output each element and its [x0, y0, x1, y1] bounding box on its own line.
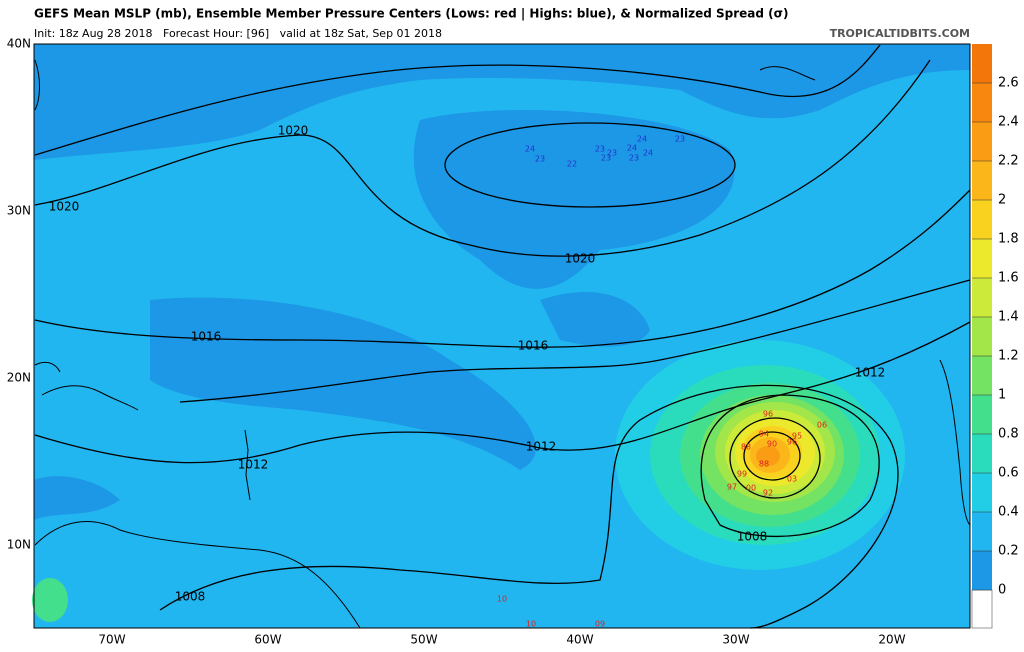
low-center: 94 [759, 430, 769, 439]
isobar-label: 1008 [737, 530, 768, 544]
low-center: 95 [792, 432, 802, 441]
spread-area [32, 578, 68, 622]
isobar-label: 1020 [49, 200, 80, 214]
colorbar-label: 0 [998, 583, 1006, 598]
colorbar-segment [972, 83, 992, 122]
isobar-label: 1020 [278, 124, 309, 138]
isobar-label: 1016 [518, 339, 549, 353]
lon-label: 70W [98, 633, 125, 647]
colorbar-segment [972, 551, 992, 590]
low-center: 96 [763, 410, 773, 419]
lon-label: 30W [722, 633, 749, 647]
colorbar-segment [972, 200, 992, 239]
lon-label: 20W [878, 633, 905, 647]
low-center: 00 [746, 484, 756, 493]
colorbar-segment [972, 161, 992, 200]
spread-area [540, 291, 650, 347]
low-center: 10 [497, 595, 507, 604]
colorbar-segment [972, 317, 992, 356]
isobar-label: 1008 [175, 590, 206, 604]
colorbar-label: 1 [998, 388, 1006, 403]
low-center: 92 [763, 489, 773, 498]
high-center: 24 [525, 145, 535, 154]
high-center: 23 [601, 154, 611, 163]
low-center: 96 [787, 438, 797, 447]
colorbar-label: 1.2 [998, 349, 1019, 364]
isobar-label: 1016 [191, 330, 222, 344]
colorbar-label: 2.4 [998, 115, 1019, 130]
high-center: 23 [595, 145, 605, 154]
colorbar-segment [972, 512, 992, 551]
lat-label: 20N [7, 371, 31, 385]
low-center: 06 [817, 421, 827, 430]
high-center: 24 [627, 144, 637, 153]
high-center: 23 [535, 155, 545, 164]
colorbar-label: 2.2 [998, 154, 1019, 169]
credit: TROPICALTIDBITS.COM [830, 27, 970, 40]
colorbar-segment [972, 122, 992, 161]
low-center: 09 [595, 620, 605, 629]
coastlines [34, 59, 971, 629]
colorbar-label: 1.8 [998, 232, 1019, 247]
isobar-label: 1012 [855, 366, 886, 380]
spread-area [413, 110, 735, 289]
high-center: 24 [643, 149, 653, 158]
colorbar-segment [972, 278, 992, 317]
isobar-label: 1012 [526, 440, 557, 454]
isobar-label: 1012 [238, 458, 269, 472]
colorbar-label: 0.6 [998, 466, 1019, 481]
low-center: 88 [741, 443, 751, 452]
high-center: 23 [675, 135, 685, 144]
colorbar-segment [972, 473, 992, 512]
map-frame [33, 43, 971, 629]
low-center: 10 [526, 620, 536, 629]
spread-area [34, 44, 970, 160]
low-center: 97 [727, 483, 737, 492]
colorbar-segment [971, 589, 993, 629]
lat-label: 30N [7, 204, 31, 218]
isobars [34, 44, 971, 629]
colorbar-label: 2 [998, 193, 1006, 208]
colorbar-label: 2.6 [998, 76, 1019, 91]
high-center: 23 [607, 149, 617, 158]
spread-area [34, 476, 120, 520]
lat-label: 10N [7, 538, 31, 552]
colorbar-label: 1.6 [998, 271, 1019, 286]
lon-label: 60W [254, 633, 281, 647]
colorbar-segment [972, 434, 992, 473]
colorbar-label: 0.4 [998, 505, 1019, 520]
colorbar-label: 1.4 [998, 310, 1019, 325]
spread-area [756, 446, 780, 466]
lon-label: 40W [566, 633, 593, 647]
subtitle: Init: 18z Aug 28 2018 Forecast Hour: [96… [34, 27, 442, 40]
colorbar-segment [972, 395, 992, 434]
low-center: 90 [767, 440, 777, 449]
colorbar-segment [972, 239, 992, 278]
lat-label: 40N [7, 37, 31, 51]
title: GEFS Mean MSLP (mb), Ensemble Member Pre… [34, 7, 788, 21]
low-center: 88 [759, 460, 769, 469]
high-center: 23 [629, 154, 639, 163]
colorbar-label: 0.8 [998, 427, 1019, 442]
low-center: 99 [737, 470, 747, 479]
high-center: 22 [567, 160, 577, 169]
colorbar-segment [972, 356, 992, 395]
high-center: 24 [637, 135, 647, 144]
colorbar-label: 0.2 [998, 544, 1019, 559]
isobar-label: 1020 [565, 252, 596, 266]
lon-label: 50W [410, 633, 437, 647]
low-center: 03 [787, 475, 797, 484]
colorbar-segment [972, 44, 992, 83]
